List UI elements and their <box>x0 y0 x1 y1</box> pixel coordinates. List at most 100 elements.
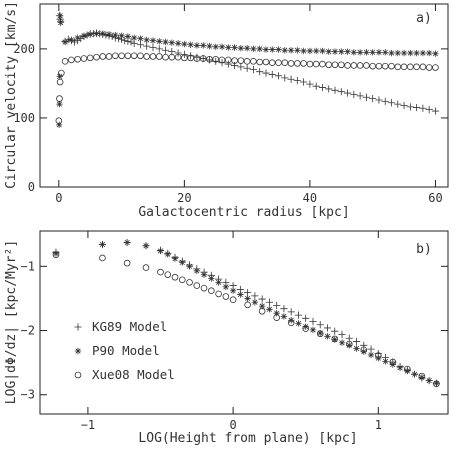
data-point-star <box>99 241 106 248</box>
data-point-circle <box>316 330 324 338</box>
data-point-plus <box>431 107 440 115</box>
data-point-star <box>181 40 188 48</box>
data-point-circle <box>250 58 257 65</box>
data-point-circle <box>218 56 226 64</box>
data-point-circle <box>419 63 427 71</box>
data-point-circle <box>105 53 113 60</box>
data-point-star <box>266 306 273 313</box>
data-point-circle <box>237 57 245 64</box>
data-point-plus <box>180 50 188 59</box>
data-point-star <box>142 242 150 249</box>
panel-a-x-tick-label: 40 <box>303 191 317 205</box>
data-point-star <box>338 339 346 346</box>
legend-marker-plus <box>74 323 82 331</box>
data-point-circle <box>281 59 289 66</box>
data-point-circle <box>300 60 307 67</box>
data-point-star <box>143 36 150 44</box>
data-point-circle <box>433 380 440 388</box>
data-point-star <box>419 49 427 57</box>
data-point-star <box>55 121 63 129</box>
data-point-circle <box>331 335 339 343</box>
data-point-circle <box>124 52 132 60</box>
data-point-star <box>312 47 320 55</box>
data-point-star <box>319 47 326 55</box>
data-point-star <box>187 41 194 48</box>
data-point-star <box>171 255 179 262</box>
data-point-plus <box>367 345 375 353</box>
data-point-plus <box>312 82 320 90</box>
data-point-circle <box>231 57 238 64</box>
data-point-plus <box>199 54 207 63</box>
data-point-star <box>206 42 213 50</box>
data-point-star <box>56 73 63 80</box>
data-point-circle <box>52 251 60 259</box>
data-point-circle <box>258 307 266 315</box>
data-point-circle <box>187 54 194 62</box>
data-point-circle <box>143 53 151 60</box>
legend-label-kg89: KG89 Model <box>92 319 167 334</box>
data-point-star <box>413 49 420 57</box>
data-point-circle <box>413 63 420 71</box>
data-point-circle <box>325 61 333 69</box>
data-point-star <box>309 326 317 334</box>
data-point-circle <box>356 62 364 69</box>
panel-b-x-axis-title: LOG(Height from plane) [kpc] <box>138 431 357 446</box>
data-point-star <box>80 32 88 39</box>
panel-a-y-tick-label: 200 <box>13 42 35 56</box>
panel-a-y-tick-label: 0 <box>28 180 35 194</box>
data-point-star <box>137 35 144 42</box>
data-point-plus <box>369 95 377 103</box>
data-point-star <box>369 49 376 56</box>
data-point-plus <box>400 101 408 110</box>
data-point-star <box>243 44 251 52</box>
data-point-circle <box>302 325 310 332</box>
data-point-circle <box>208 287 215 295</box>
data-point-star <box>215 279 222 286</box>
data-point-star <box>407 49 414 57</box>
data-point-circle <box>93 53 100 61</box>
data-point-star <box>331 48 339 55</box>
data-point-star <box>306 47 314 55</box>
data-point-circle <box>178 276 186 284</box>
legend: KG89 Model P90 Model Xue08 Model <box>74 319 175 382</box>
data-point-circle <box>375 352 382 359</box>
data-point-circle <box>168 53 176 61</box>
data-point-circle <box>425 64 433 71</box>
data-point-star <box>346 342 353 349</box>
data-point-plus <box>360 341 368 349</box>
data-point-star <box>112 31 119 39</box>
data-point-circle <box>306 60 314 68</box>
data-point-star <box>225 44 232 51</box>
panel-b-x-tick-label: −1 <box>81 418 95 432</box>
data-point-star <box>237 44 245 52</box>
data-point-circle <box>432 64 439 71</box>
data-point-star <box>324 333 331 340</box>
data-point-plus <box>352 337 361 346</box>
data-point-circle <box>287 319 295 327</box>
data-point-star <box>57 19 64 26</box>
panel-b-y-tick-label: −1 <box>21 259 35 273</box>
data-point-plus <box>419 104 427 112</box>
data-point-star <box>425 49 433 57</box>
data-point-circle <box>275 59 282 66</box>
panel-a: 0 20 40 60 0 100 200 a) Galactocentric radius … <box>4 1 449 220</box>
data-point-circle <box>337 61 345 69</box>
data-point-circle <box>99 53 107 60</box>
data-point-plus <box>249 66 258 74</box>
data-point-star <box>317 329 324 337</box>
panel-a-y-tick-label: 100 <box>13 111 35 125</box>
data-point-star <box>356 49 364 56</box>
data-point-circle <box>58 69 65 77</box>
data-point-circle <box>142 264 150 271</box>
data-point-circle <box>407 63 414 71</box>
data-point-star <box>375 49 383 56</box>
data-point-circle <box>244 301 251 309</box>
data-point-star <box>218 43 226 51</box>
data-point-circle <box>229 296 237 304</box>
data-point-star <box>200 42 207 49</box>
data-point-star <box>300 47 307 55</box>
data-point-star <box>353 345 360 352</box>
data-point-star <box>123 239 131 246</box>
data-point-star <box>331 336 338 343</box>
